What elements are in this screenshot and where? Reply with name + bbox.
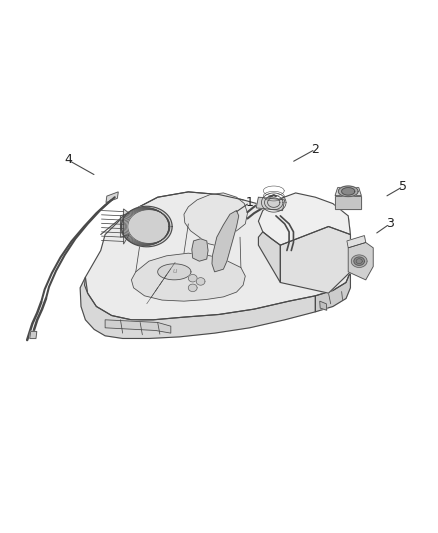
Text: 1: 1 bbox=[246, 196, 254, 209]
Polygon shape bbox=[158, 264, 191, 280]
Polygon shape bbox=[256, 197, 285, 211]
Polygon shape bbox=[188, 274, 197, 282]
Polygon shape bbox=[196, 278, 205, 285]
Polygon shape bbox=[30, 332, 37, 338]
Polygon shape bbox=[351, 255, 367, 268]
Text: 4: 4 bbox=[64, 154, 72, 166]
Polygon shape bbox=[131, 253, 245, 301]
Polygon shape bbox=[121, 206, 172, 247]
Text: 2: 2 bbox=[311, 143, 319, 156]
Text: 3: 3 bbox=[386, 217, 394, 230]
Polygon shape bbox=[280, 227, 350, 293]
Polygon shape bbox=[339, 186, 358, 197]
Polygon shape bbox=[354, 257, 364, 265]
Polygon shape bbox=[120, 209, 129, 244]
Text: 5: 5 bbox=[399, 180, 407, 193]
Text: u: u bbox=[173, 268, 177, 274]
Polygon shape bbox=[106, 192, 118, 203]
Polygon shape bbox=[188, 284, 197, 292]
Polygon shape bbox=[258, 232, 280, 282]
Polygon shape bbox=[258, 193, 350, 245]
Polygon shape bbox=[347, 236, 366, 248]
Polygon shape bbox=[80, 277, 315, 338]
Polygon shape bbox=[320, 301, 327, 310]
Polygon shape bbox=[356, 259, 362, 264]
Polygon shape bbox=[105, 320, 171, 333]
Polygon shape bbox=[212, 211, 239, 272]
Polygon shape bbox=[335, 188, 361, 196]
Polygon shape bbox=[315, 272, 350, 312]
Polygon shape bbox=[335, 196, 361, 209]
Polygon shape bbox=[348, 243, 373, 280]
Polygon shape bbox=[342, 188, 355, 195]
Polygon shape bbox=[192, 239, 208, 261]
Polygon shape bbox=[85, 192, 350, 320]
Polygon shape bbox=[184, 193, 247, 245]
